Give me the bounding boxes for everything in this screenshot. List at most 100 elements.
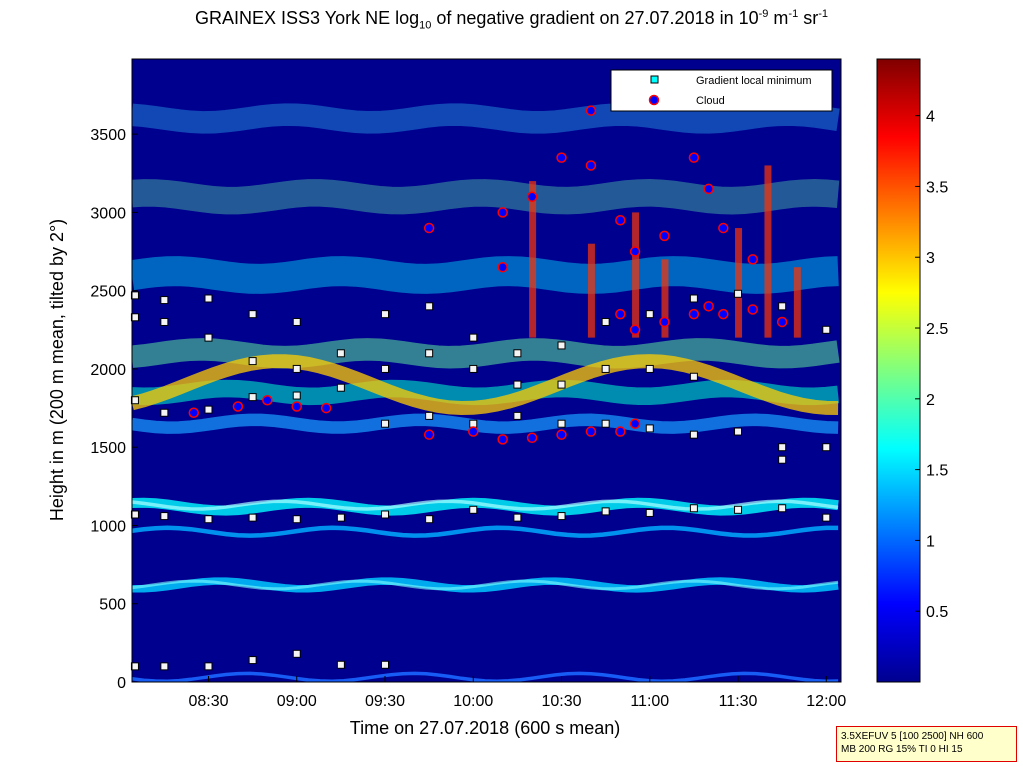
gradient-minimum-marker [822,443,831,452]
gradient-minimum-marker [381,660,390,669]
legend-label-minimum: Gradient local minimum [696,75,812,87]
cloud-marker [468,426,479,437]
cloud-marker [703,301,714,312]
y-tick-label: 3000 [90,205,126,222]
colorbar-tick-label: 2 [926,392,935,409]
heatmap-band [132,579,839,591]
gradient-minimum-marker [601,419,610,428]
settings-footnote: 3.5XEFUV 5 [100 2500] NH 600 MB 200 RG 1… [836,726,1017,762]
x-tick-label: 08:30 [188,693,228,710]
gradient-minimum-marker [248,513,257,522]
gradient-minimum-marker [734,505,743,514]
gradient-minimum-marker [469,333,478,342]
cloud-marker [615,214,626,226]
cloud-marker [526,432,538,444]
gradient-minimum-marker [601,507,610,516]
x-tick-label: 11:30 [719,693,758,710]
cloud-marker [497,434,508,445]
gradient-minimum-marker [734,427,743,436]
heatmap-plume [735,228,743,338]
gradient-minimum-marker [425,349,434,358]
gradient-minimum-marker [425,515,434,524]
gradient-minimum-marker [689,430,698,439]
gradient-minimum-marker [204,333,213,342]
gradient-minimum-marker [601,317,610,326]
gradient-minimum-marker [469,419,478,428]
y-tick-label: 1000 [90,518,126,535]
gradient-minimum-marker [160,296,169,305]
gradient-minimum-marker [822,513,831,522]
cloud-marker [320,402,332,414]
gradient-minimum-marker [292,515,301,524]
plot-area [132,59,841,682]
y-tick-label: 2500 [90,284,126,301]
cloud-marker [688,308,700,320]
gradient-minimum-marker [513,513,522,522]
cloud-marker [718,222,729,234]
heatmap-band [132,256,839,294]
gradient-minimum-marker [336,383,345,392]
cloud-marker [232,401,244,412]
colorbar-tick-label: 1 [926,533,935,550]
gradient-minimum-marker [160,408,169,417]
gradient-minimum-marker [557,341,566,350]
y-tick-label: 0 [117,675,126,692]
cloud-marker [747,304,758,315]
cloud-marker [615,308,626,320]
gradient-minimum-marker [557,512,566,521]
cloud-marker [629,246,641,257]
y-tick-label: 500 [99,597,126,614]
cloud-marker [262,394,273,406]
cloud-marker [423,222,435,234]
gradient-minimum-marker [248,656,257,665]
gradient-minimum-marker [130,313,139,322]
y-tick-label: 1500 [90,440,126,457]
cloud-marker [556,152,567,163]
cloud-marker [585,160,597,171]
heatmap-plume [587,243,595,338]
gradient-minimum-marker [822,325,831,334]
gradient-minimum-marker [292,391,301,400]
cloud-marker [497,261,508,273]
gradient-minimum-marker [689,372,698,381]
gradient-minimum-marker [336,513,345,522]
gradient-minimum-marker [469,364,478,373]
colorbar: 0.5 1 1.5 2 2.5 3 3.5 4 [876,58,948,683]
gradient-minimum-marker [130,662,139,671]
cloud-marker [291,401,302,412]
cloud-marker [659,316,670,328]
gradient-minimum-marker [778,504,787,513]
gradient-minimum-marker [778,302,787,311]
heatmap-band [132,499,839,511]
cloud-marker [629,418,641,429]
gradient-minimum-marker [513,349,522,358]
gradient-minimum-marker [381,310,390,319]
gradient-minimum-marker [601,364,610,373]
colorbar-tick-label: 3 [926,250,935,267]
gradient-minimum-marker [160,317,169,326]
x-tick-label: 11:00 [630,693,669,710]
gradient-minimum-marker [645,508,654,517]
cloud-marker [718,308,729,320]
legend-cloud-swatch [648,94,660,106]
x-tick-label: 10:00 [453,693,493,710]
heatmap-band [132,413,839,434]
gradient-minimum-marker [292,649,301,658]
plot-frame [131,58,842,683]
x-tick-label: 09:30 [365,693,405,710]
colorbar-tick-label: 4 [926,109,935,126]
gradient-minimum-marker [425,302,434,311]
heatmap-plume [661,259,669,338]
footnote-line-2: MB 200 RG 15% TI 0 HI 15 [841,744,963,755]
colorbar-tick-label: 0.5 [926,604,948,621]
gradient-minimum-marker [204,515,213,524]
gradient-minimum-marker [248,357,257,366]
gradient-minimum-marker [336,349,345,358]
gradient-minimum-marker [130,510,139,519]
cloud-marker [615,426,626,437]
colorbar-gradient [876,58,921,683]
x-axis-label: Time on 27.07.2018 (600 s mean) [350,718,621,738]
gradient-minimum-marker [381,510,390,519]
gradient-minimum-marker [778,455,787,464]
